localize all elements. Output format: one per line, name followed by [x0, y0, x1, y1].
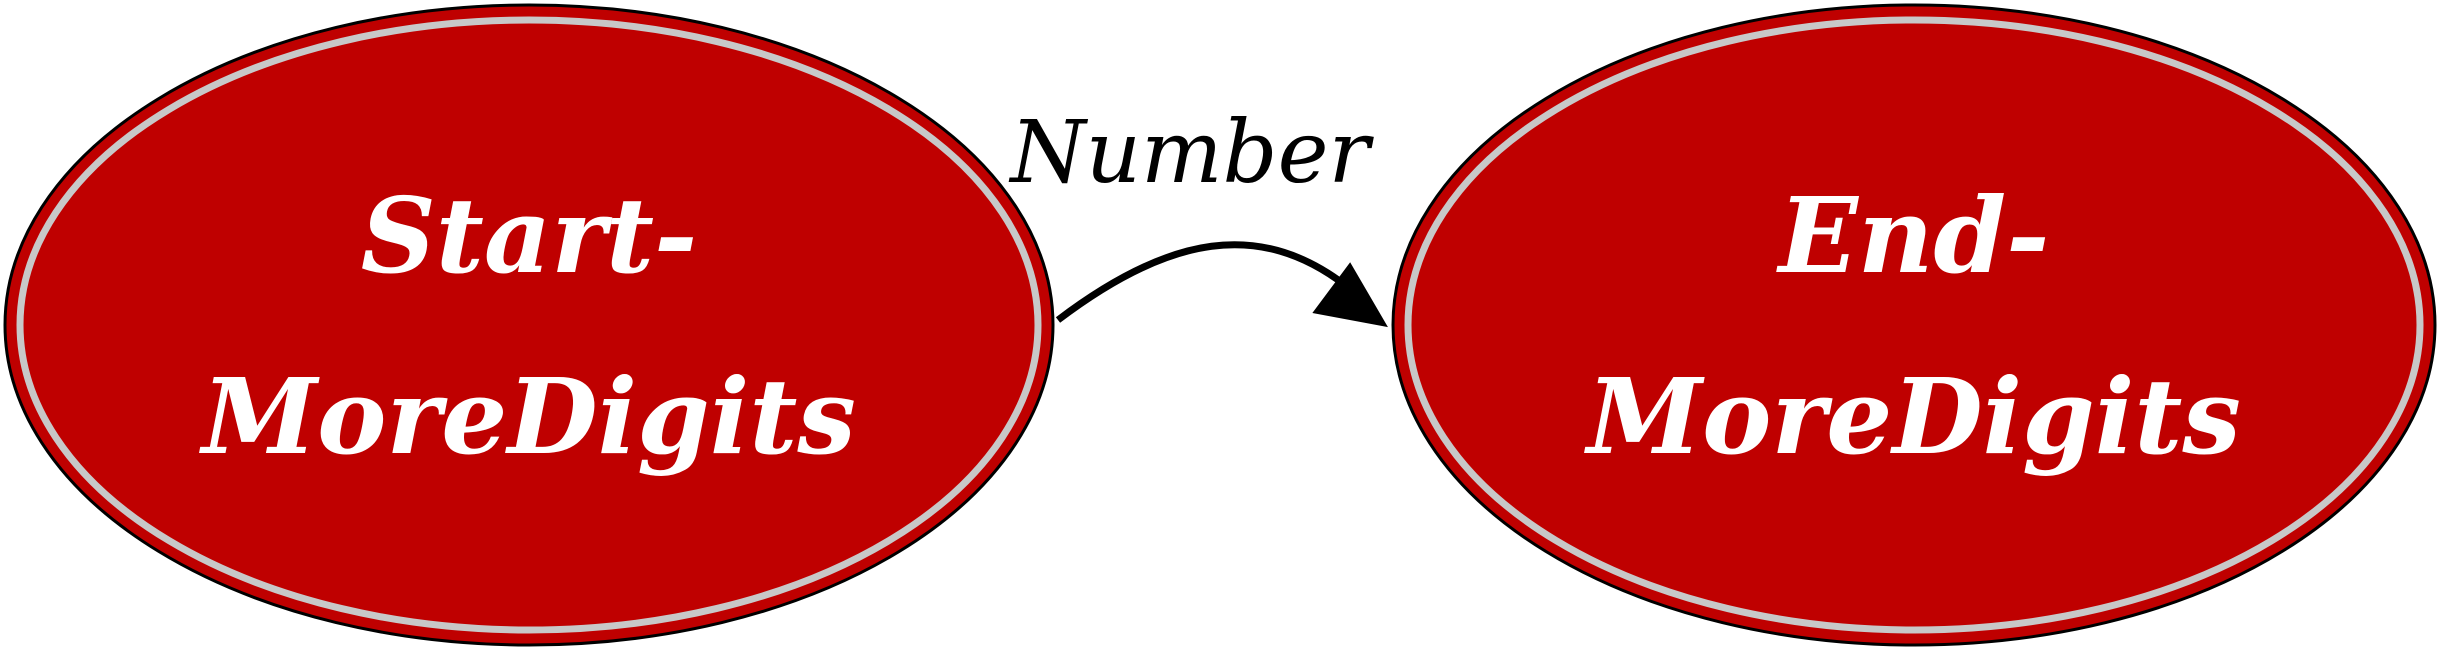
start-node-body: [3, 3, 1055, 647]
edge-label: Number: [1008, 103, 1374, 203]
edge-start-to-end[interactable]: Number: [1008, 103, 1388, 328]
start-node-label-line2: MoreDigits: [199, 355, 856, 478]
start-node-label-line1: Start-: [361, 174, 698, 297]
start-node-ring: [16, 16, 1042, 634]
end-node-body: [1391, 3, 2437, 647]
end-node-ring: [1404, 16, 2424, 634]
end-node[interactable]: End- MoreDigits: [1391, 3, 2437, 647]
start-node[interactable]: Start- MoreDigits: [3, 3, 1055, 647]
end-node-label-line2: MoreDigits: [1584, 355, 2241, 478]
edge-arrowhead: [1312, 262, 1388, 328]
end-node-label-line1: End-: [1776, 174, 2050, 297]
edge-curve: [1055, 241, 1348, 323]
